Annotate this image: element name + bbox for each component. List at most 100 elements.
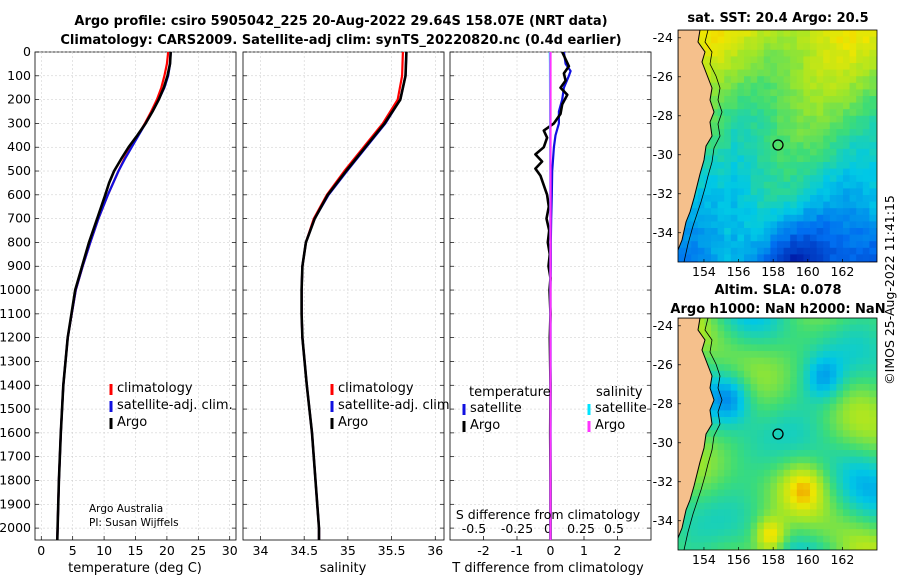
map-cell bbox=[763, 175, 771, 183]
map-cell bbox=[744, 181, 751, 189]
map-cell bbox=[796, 397, 804, 405]
map-cell bbox=[876, 89, 877, 97]
map-cell bbox=[796, 463, 804, 471]
map-cell bbox=[862, 384, 870, 391]
map-cell bbox=[816, 469, 824, 477]
map-cell bbox=[783, 450, 791, 457]
map-cell bbox=[849, 364, 857, 372]
map-cell bbox=[856, 436, 864, 444]
map-cell bbox=[750, 357, 758, 365]
map-cell bbox=[836, 102, 844, 110]
map-cell bbox=[810, 337, 817, 345]
map-cell bbox=[810, 129, 817, 136]
map-cell bbox=[836, 337, 844, 345]
map-cell bbox=[737, 430, 745, 438]
map-cell bbox=[810, 254, 817, 262]
map-cell bbox=[810, 549, 817, 550]
map-cell bbox=[862, 476, 870, 484]
map-cell bbox=[730, 509, 738, 517]
map-cell bbox=[724, 450, 732, 457]
map-cell bbox=[711, 542, 718, 550]
map-cell bbox=[849, 102, 857, 110]
map-cell bbox=[810, 344, 817, 352]
map-cell bbox=[856, 489, 864, 497]
map-cell bbox=[862, 102, 870, 110]
map-cell bbox=[757, 529, 765, 537]
map-cell bbox=[876, 364, 877, 372]
map-cell bbox=[711, 522, 718, 530]
map-cell bbox=[823, 549, 831, 550]
map-cell bbox=[796, 234, 804, 242]
map-cell bbox=[724, 247, 732, 255]
map-cell bbox=[724, 142, 732, 150]
map-cell bbox=[836, 168, 844, 176]
map-cell bbox=[823, 214, 831, 222]
map-cell bbox=[777, 195, 784, 202]
map-cell bbox=[876, 261, 877, 262]
map-cell bbox=[810, 214, 817, 222]
map-cell bbox=[711, 49, 718, 57]
map-cell bbox=[803, 516, 811, 523]
map-cell bbox=[744, 188, 751, 196]
map-cell bbox=[796, 261, 804, 262]
map-cell bbox=[711, 36, 718, 44]
map-cell bbox=[770, 168, 778, 176]
map-cell bbox=[790, 469, 798, 477]
map-cell bbox=[750, 417, 758, 424]
map-cell bbox=[796, 535, 804, 543]
map-cell bbox=[849, 436, 857, 444]
map-cell bbox=[691, 195, 699, 202]
map-cell bbox=[750, 247, 758, 255]
map-cell bbox=[843, 175, 850, 183]
map-cell bbox=[711, 30, 718, 37]
map-cell bbox=[810, 175, 817, 183]
map-cell bbox=[876, 122, 877, 130]
map-cell bbox=[678, 535, 685, 543]
map-cell bbox=[836, 496, 844, 504]
map-cell bbox=[724, 324, 732, 332]
map-cell bbox=[777, 155, 784, 163]
map-cell bbox=[810, 142, 817, 150]
map-cell bbox=[836, 529, 844, 537]
map-cell bbox=[757, 318, 765, 325]
map-cell bbox=[783, 496, 791, 504]
map-cell bbox=[816, 397, 824, 405]
map-cell bbox=[810, 397, 817, 405]
map-cell bbox=[876, 529, 877, 537]
map-cell bbox=[862, 502, 870, 510]
depth-tick-label: 1300 bbox=[0, 353, 31, 368]
map-cell bbox=[717, 89, 725, 97]
map-cell bbox=[724, 36, 732, 44]
map-cell bbox=[711, 135, 718, 143]
map-cell bbox=[836, 30, 844, 37]
map-cell bbox=[836, 390, 844, 398]
map-cell bbox=[843, 254, 850, 262]
map-cell bbox=[770, 529, 778, 537]
map-cell bbox=[744, 364, 751, 372]
salinity-axes-box bbox=[242, 51, 445, 541]
map-cell bbox=[783, 208, 791, 216]
map-cell bbox=[757, 370, 765, 378]
map-cell bbox=[770, 384, 778, 391]
map-cell bbox=[869, 261, 877, 262]
map-cell bbox=[717, 502, 725, 510]
map-cell bbox=[790, 384, 798, 391]
map-cell bbox=[829, 122, 837, 130]
map-cell bbox=[869, 384, 877, 391]
map-cell bbox=[876, 96, 877, 103]
map-cell bbox=[757, 188, 765, 196]
map-cell bbox=[816, 247, 824, 255]
map-cell bbox=[836, 549, 844, 550]
map-cell bbox=[737, 450, 745, 457]
map-cell bbox=[770, 261, 778, 262]
map-cell bbox=[750, 221, 758, 229]
map-cell bbox=[724, 115, 732, 123]
map-cell bbox=[803, 129, 811, 136]
map-cell bbox=[724, 175, 732, 183]
depth-tick-label: 800 bbox=[7, 234, 31, 249]
map-cell bbox=[836, 181, 844, 189]
map-cell bbox=[869, 102, 877, 110]
map-cell bbox=[829, 463, 837, 471]
map-cell bbox=[810, 82, 817, 90]
map-cell bbox=[757, 221, 765, 229]
